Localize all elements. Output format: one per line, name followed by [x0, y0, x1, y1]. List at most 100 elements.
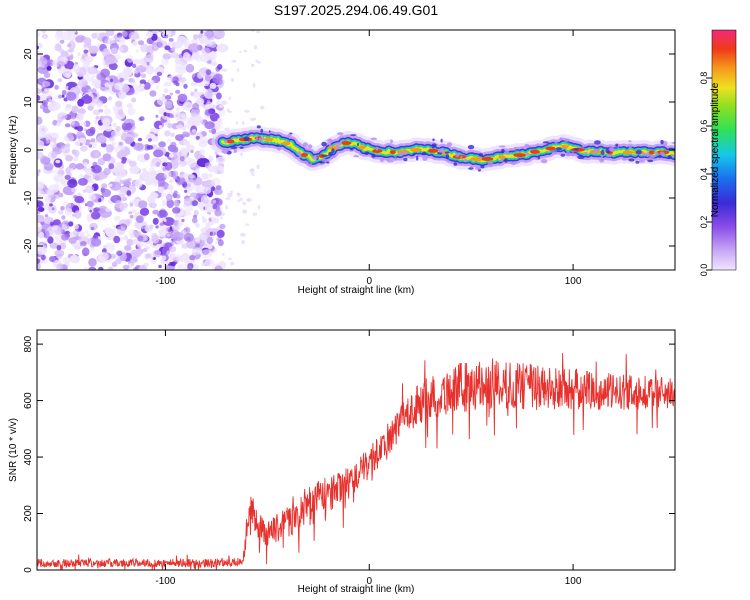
- noise-blob: [60, 206, 65, 211]
- noise-blob: [162, 93, 166, 97]
- noise-blob: [98, 198, 102, 203]
- noise-blob: [87, 105, 94, 111]
- noise-blob: [205, 101, 214, 109]
- noise-blob: [97, 135, 107, 143]
- noise-blob: [200, 262, 206, 267]
- noise-blob: [65, 155, 74, 162]
- ridge-speck: [460, 155, 463, 160]
- noise-blob: [180, 208, 191, 217]
- noise-blob: [152, 209, 160, 215]
- noise-blob: [74, 140, 81, 147]
- noise-blob: [81, 247, 90, 257]
- noise-blob: [168, 179, 174, 183]
- noise-blob: [149, 90, 157, 97]
- noise-blob: [174, 213, 180, 219]
- noise-blob: [49, 256, 56, 262]
- noise-blob: [127, 107, 136, 116]
- noise-blob: [139, 79, 147, 85]
- ridge-speck: [615, 143, 618, 147]
- noise-blob: [230, 261, 235, 266]
- noise-blob: [214, 240, 218, 244]
- noise-blob: [135, 248, 144, 255]
- noise-blob: [219, 223, 226, 229]
- noise-blob: [138, 264, 148, 270]
- noise-blob: [134, 220, 148, 230]
- noise-blob: [259, 105, 265, 110]
- noise-blob: [141, 83, 145, 88]
- ridge-speck: [660, 139, 664, 145]
- noise-blob: [68, 237, 77, 244]
- noise-blob: [56, 263, 64, 270]
- noise-blob: [49, 242, 59, 249]
- ridge-speck: [337, 132, 344, 136]
- noise-blob: [102, 118, 111, 128]
- noise-blob: [121, 159, 127, 164]
- ridge-speck: [268, 130, 271, 133]
- ridge-core: [340, 141, 352, 145]
- noise-blob: [44, 228, 54, 237]
- noise-blob: [117, 109, 124, 116]
- noise-blob: [227, 193, 233, 198]
- ridge-speck: [504, 150, 510, 155]
- ridge-speck: [243, 136, 250, 141]
- noise-blob: [128, 31, 140, 40]
- noise-blob: [215, 125, 221, 131]
- ridge-speck: [321, 158, 327, 163]
- ridge-speck: [390, 139, 393, 144]
- snr-ylabel: SNR (10 * v/v): [8, 418, 19, 482]
- noise-blob: [131, 78, 136, 83]
- snr-panel: -100 0 100 0 200 400 600 800 Height of straight…: [8, 329, 676, 595]
- noise-blob: [175, 107, 181, 112]
- noise-blob: [129, 203, 134, 207]
- snr-ytick-label: 400: [23, 448, 34, 465]
- noise-blob: [230, 77, 234, 83]
- noise-blob: [39, 55, 45, 62]
- noise-blob: [135, 49, 139, 53]
- snr-series-line: [37, 353, 675, 570]
- noise-blob: [172, 175, 178, 180]
- ridge-core: [264, 137, 274, 142]
- noise-blob: [61, 94, 65, 98]
- noise-blob: [112, 162, 123, 171]
- noise-blob: [207, 165, 217, 173]
- noise-blob: [235, 121, 238, 125]
- noise-blob: [185, 63, 195, 73]
- noise-blob: [94, 152, 99, 157]
- noise-blob: [117, 92, 122, 96]
- ridge-speck: [646, 152, 650, 157]
- noise-blob: [46, 65, 52, 71]
- ridge-speck: [582, 144, 585, 148]
- noise-blob: [73, 149, 80, 157]
- spectrogram-xtick-label: -100: [155, 276, 175, 287]
- noise-blob: [84, 93, 90, 100]
- noise-blob: [199, 53, 210, 63]
- noise-blob: [179, 174, 184, 179]
- noise-blob: [54, 84, 59, 90]
- noise-blob: [192, 217, 198, 224]
- noise-blob: [213, 30, 220, 37]
- noise-blob: [171, 225, 180, 231]
- noise-blob: [216, 170, 222, 174]
- ridge-core: [452, 154, 467, 159]
- noise-blob: [159, 157, 168, 165]
- noise-blob: [177, 93, 188, 102]
- noise-blob: [37, 116, 43, 125]
- noise-blob: [186, 240, 196, 249]
- ridge-speck: [600, 154, 603, 159]
- noise-blob: [150, 198, 156, 203]
- noise-blob: [186, 186, 193, 192]
- noise-blob: [114, 54, 122, 60]
- colorbar-tick-label: 0.6: [699, 120, 709, 133]
- noise-blob: [133, 267, 137, 270]
- ridge-speck: [635, 149, 642, 155]
- noise-blob: [121, 84, 130, 93]
- noise-blob: [183, 232, 194, 242]
- ridge-core: [372, 149, 383, 153]
- noise-blob: [242, 209, 248, 214]
- noise-blob: [195, 223, 199, 227]
- noise-blob: [77, 98, 84, 107]
- noise-blob: [91, 74, 96, 79]
- noise-blob: [88, 266, 97, 270]
- noise-blob: [228, 96, 232, 100]
